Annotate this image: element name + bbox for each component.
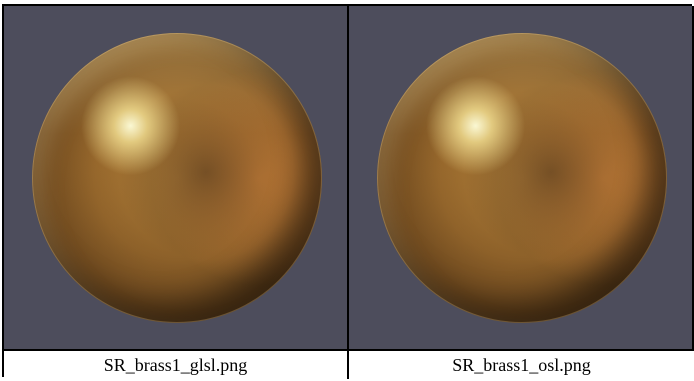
render-panel-glsl (4, 6, 349, 349)
caption-glsl: SR_brass1_glsl.png (4, 349, 349, 379)
brass-sphere-render (32, 33, 322, 323)
caption-osl: SR_brass1_osl.png (349, 349, 694, 379)
render-panel-osl (349, 6, 694, 349)
image-comparison-grid: SR_brass1_glsl.png SR_brass1_osl.png (2, 4, 694, 379)
brass-sphere-render (377, 33, 667, 323)
